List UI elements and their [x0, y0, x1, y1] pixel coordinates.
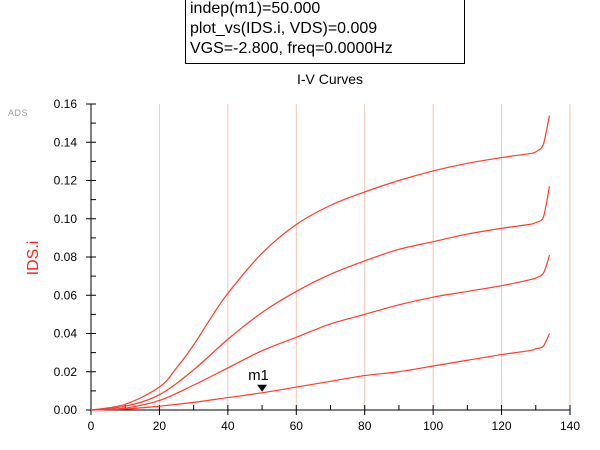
marker-readout-indep: indep(m1)=50.000: [190, 0, 321, 17]
y-tick-label: 0.00: [54, 403, 78, 417]
marker-readout-value: plot_vs(IDS.i, VDS)=0.009: [190, 20, 378, 37]
x-tick-label: 100: [423, 419, 443, 433]
y-tick-label: 0.02: [54, 365, 78, 379]
x-tick-label: 140: [560, 419, 580, 433]
iv-curve-4: [90, 333, 551, 411]
y-tick-label: 0.10: [54, 212, 78, 226]
x-tick-label: 60: [290, 419, 304, 433]
axes: [86, 103, 571, 415]
marker-readout-box: indep(m1)=50.000 plot_vs(IDS.i, VDS)=0.0…: [185, 0, 465, 64]
marker-m1-label: m1: [248, 367, 269, 384]
marker-m1-triangle: [257, 384, 268, 392]
x-tick-label: 0: [88, 419, 95, 433]
ads-watermark: ADS: [8, 108, 29, 118]
tick-labels: 0.00 0.02 0.04 0.06 0.08 0.10 0.12 0.14 0.16 0 20 4…: [54, 97, 581, 433]
x-tick-label: 120: [492, 419, 512, 433]
y-tick-label: 0.16: [54, 97, 78, 111]
y-tick-label: 0.06: [54, 288, 78, 302]
grid-lines: [158, 104, 571, 410]
y-tick-label: 0.04: [54, 327, 78, 341]
iv-curve-2: [90, 186, 551, 411]
x-tick-label: 20: [153, 419, 167, 433]
curves: [90, 115, 551, 411]
x-tick-label: 40: [221, 419, 235, 433]
annotations: m1: [248, 367, 269, 392]
y-tick-label: 0.12: [54, 174, 78, 188]
marker-readout-params: VGS=-2.800, freq=0.0000Hz: [190, 40, 393, 57]
y-tick-label: 0.14: [54, 135, 78, 149]
iv-curve-3: [90, 254, 551, 411]
chart-title: I-V Curves: [296, 71, 364, 87]
y-tick-label: 0.08: [54, 250, 78, 264]
x-tick-label: 80: [358, 419, 372, 433]
iv-curve-1: [90, 115, 551, 411]
